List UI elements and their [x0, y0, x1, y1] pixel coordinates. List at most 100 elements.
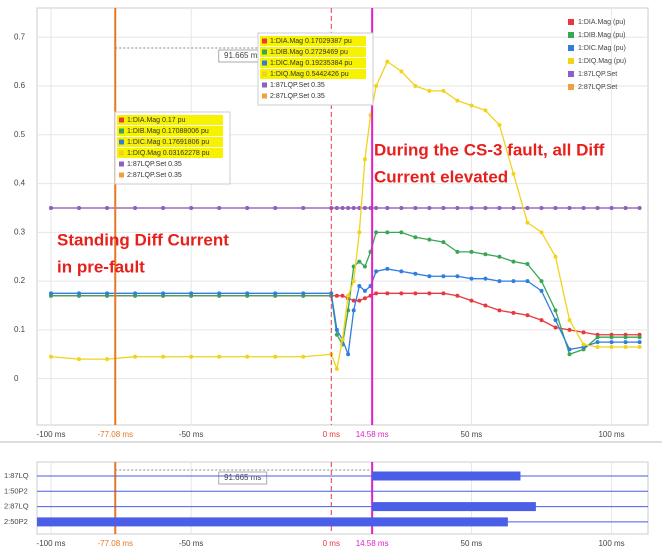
data-point [385, 205, 390, 210]
data-point [329, 205, 334, 210]
tooltip-swatch [262, 60, 267, 66]
data-point [525, 262, 530, 267]
data-point [351, 279, 356, 284]
data-point [399, 269, 404, 274]
data-point [567, 327, 572, 332]
data-point [346, 205, 351, 210]
data-point [161, 291, 166, 296]
data-point [609, 205, 614, 210]
data-point [637, 335, 642, 340]
signal-label: 2:87LQ [4, 502, 29, 511]
tooltip-swatch [119, 172, 124, 178]
data-point [217, 205, 222, 210]
data-point [581, 205, 586, 210]
tooltip-line: 2:87LQP.Set 0.35 [270, 93, 325, 100]
y-tick-label: 0.1 [14, 325, 26, 334]
data-point [525, 279, 530, 284]
legend-label: 1:87LQP.Set [578, 71, 617, 78]
data-point [497, 205, 502, 210]
data-point [441, 205, 446, 210]
data-point [374, 84, 379, 89]
data-point [133, 354, 138, 359]
data-point [334, 293, 339, 298]
data-point [385, 59, 390, 64]
data-point [49, 291, 54, 296]
data-point [497, 123, 502, 128]
data-point [595, 344, 600, 349]
data-point [553, 254, 558, 259]
data-point [469, 103, 474, 108]
data-point [399, 205, 404, 210]
tooltip-line: 2:87LQP.Set 0.35 [127, 172, 182, 179]
data-point [483, 252, 488, 257]
x-tick-label: -50 ms [179, 539, 203, 548]
data-point [357, 298, 362, 303]
signal-label: 1:87LQ [4, 471, 29, 480]
legend-swatch [568, 84, 574, 90]
data-point [413, 271, 418, 276]
data-point [346, 352, 351, 357]
x-tick-label: 100 ms [598, 430, 624, 439]
x-tick-label: -77.08 ms [97, 430, 133, 439]
data-point [49, 205, 54, 210]
tooltip-line: 1:DIC.Mag 0.19235384 pu [270, 60, 352, 67]
data-point [637, 340, 642, 345]
annotation: Standing Diff Current [57, 230, 229, 249]
data-point [413, 291, 418, 296]
data-point [595, 205, 600, 210]
tooltip-highlight [117, 137, 223, 147]
x-tick-label: 0 ms [323, 539, 340, 548]
tooltip-line: 1:DIA.Mag 0.17 pu [127, 117, 185, 124]
data-point [340, 205, 345, 210]
data-point [497, 308, 502, 313]
data-point [334, 327, 339, 332]
x-tick-label: 50 ms [461, 539, 483, 548]
tooltip-swatch [119, 150, 124, 156]
tooltip-swatch [119, 128, 124, 134]
data-point [455, 274, 460, 279]
delta-box [218, 471, 268, 485]
data-point [427, 88, 432, 93]
data-point [623, 340, 628, 345]
tooltip-line: 1:87LQP.Set 0.35 [127, 161, 182, 168]
tooltip-swatch [262, 38, 267, 44]
data-point [273, 205, 278, 210]
signal-bar [37, 517, 508, 527]
tooltip-line: 1:DIC.Mag 0.17691806 pu [127, 139, 209, 146]
tooltip-highlight [260, 36, 366, 46]
data-point [469, 276, 474, 281]
legend-label: 1:DIA.Mag (pu) [578, 19, 625, 26]
data-point [567, 347, 572, 352]
tooltip-swatch [262, 71, 267, 77]
data-point [340, 337, 345, 342]
tooltip-swatch [119, 117, 124, 123]
data-point [469, 249, 474, 254]
data-point [539, 318, 544, 323]
data-point [399, 230, 404, 235]
data-point [595, 340, 600, 345]
data-point [161, 205, 166, 210]
data-point [455, 249, 460, 254]
data-point [609, 340, 614, 345]
data-point [525, 220, 530, 225]
data-point [374, 291, 379, 296]
data-point [553, 205, 558, 210]
data-point [357, 284, 362, 288]
data-point [595, 335, 600, 340]
data-point [553, 318, 558, 323]
data-point [539, 288, 544, 293]
data-point [385, 266, 390, 271]
data-point [334, 366, 339, 371]
data-point [357, 259, 362, 264]
y-tick-label: 0.5 [14, 130, 26, 139]
data-point [581, 330, 586, 335]
tooltip-line: 1:DIQ.Mag 0.03162278 pu [127, 150, 210, 157]
data-point [161, 354, 166, 359]
data-point [273, 354, 278, 359]
data-point [340, 293, 345, 298]
data-point [567, 205, 572, 210]
data-point [362, 205, 367, 210]
data-point [511, 310, 516, 315]
data-point [637, 344, 642, 349]
